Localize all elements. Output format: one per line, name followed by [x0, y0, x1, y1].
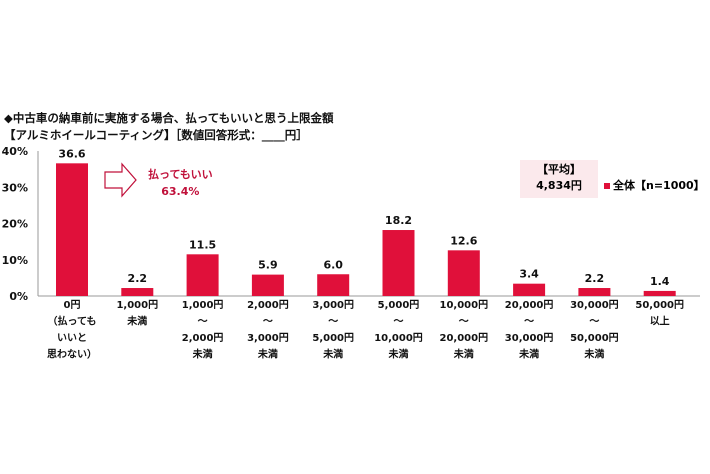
x-tick-label: （払っても: [48, 315, 97, 328]
x-tick-label: 5,000円: [378, 299, 420, 311]
bar: [382, 230, 415, 296]
x-tick-label: 10,000円: [374, 332, 423, 344]
y-tick-label: 10%: [2, 254, 28, 267]
data-label: 5.9: [258, 259, 278, 272]
x-tick-label: 未満: [388, 348, 409, 361]
x-tick-label: 30,000円: [570, 299, 619, 311]
bar: [578, 288, 611, 296]
legend-swatch: [604, 183, 610, 189]
y-tick-label: 0%: [9, 290, 28, 303]
callout-label: 払ってもいい: [148, 168, 213, 181]
x-tick-label: ～: [394, 317, 404, 328]
x-tick-label: 1,000円: [116, 299, 158, 311]
x-tick-label: 以上: [650, 315, 670, 328]
data-label: 36.6: [58, 147, 85, 160]
x-tick-label: 1,000円: [182, 299, 224, 311]
x-tick-label: 未満: [322, 348, 343, 361]
legend: 全体【n=1000】: [604, 177, 705, 193]
x-tick-label: ～: [263, 317, 273, 328]
x-tick-label: ～: [328, 317, 338, 328]
x-tick-label: 2,000円: [247, 299, 289, 311]
x-tick-label: ～: [198, 317, 208, 328]
chart-title: ◆中古車の納車前に実施する場合、払ってもいいと思う上限金額: [4, 111, 334, 125]
x-tick-label: 20,000円: [440, 332, 489, 344]
x-tick-label: 50,000円: [635, 299, 684, 311]
bar: [317, 274, 350, 296]
x-tick-label: 思わない）: [47, 348, 97, 361]
data-label: 12.6: [450, 234, 477, 247]
x-tick-label: 2,000円: [182, 332, 224, 344]
bar: [56, 163, 88, 296]
x-tick-label: 50,000円: [570, 332, 619, 344]
data-label: 18.2: [385, 214, 412, 227]
data-label: 6.0: [323, 258, 343, 271]
x-tick-label: ～: [589, 317, 599, 328]
data-label: 1.4: [650, 275, 670, 288]
x-tick-label: 未満: [453, 348, 474, 361]
data-label: 2.2: [128, 272, 148, 285]
bar: [513, 283, 546, 296]
x-tick-label: ～: [524, 317, 534, 328]
x-tick-label: 未満: [192, 348, 213, 361]
x-tick-label: 3,000円: [312, 299, 354, 311]
callout-value: 63.4%: [161, 185, 200, 198]
x-tick-label: 未満: [583, 348, 604, 361]
arrow-icon: [104, 162, 137, 198]
chart-subtitle: 【アルミホイールコーティング】［数値回答形式：____円］: [4, 128, 308, 142]
average-value: 4,834円: [536, 179, 582, 192]
x-tick-label: 未満: [257, 348, 278, 361]
y-tick-label: 20%: [2, 218, 28, 231]
data-label: 3.4: [519, 268, 539, 281]
bar: [251, 274, 284, 296]
bar: [643, 290, 676, 296]
x-tick-label: 20,000円: [505, 299, 554, 311]
callout: 払ってもいい 63.4%: [148, 166, 213, 200]
x-tick-label: 0円: [64, 299, 81, 311]
x-tick-label: ～: [459, 317, 469, 328]
data-label: 11.5: [189, 238, 216, 251]
average-label: 【平均】: [537, 163, 581, 176]
x-tick-label: 未満: [126, 315, 147, 328]
legend-label: 全体【n=1000】: [613, 179, 705, 192]
x-tick-label: いいと: [57, 332, 87, 344]
x-tick-label: 3,000円: [247, 332, 289, 344]
x-tick-label: 10,000円: [440, 299, 489, 311]
bar: [121, 288, 154, 296]
bar: [186, 254, 219, 296]
average-box: 【平均】 4,834円: [520, 160, 598, 198]
y-tick-label: 40%: [2, 145, 28, 158]
y-tick-label: 30%: [2, 181, 28, 194]
data-label: 2.2: [585, 272, 605, 285]
x-tick-label: 5,000円: [312, 332, 354, 344]
x-tick-label: 30,000円: [505, 332, 554, 344]
bar: [447, 250, 480, 296]
x-tick-label: 未満: [518, 348, 539, 361]
